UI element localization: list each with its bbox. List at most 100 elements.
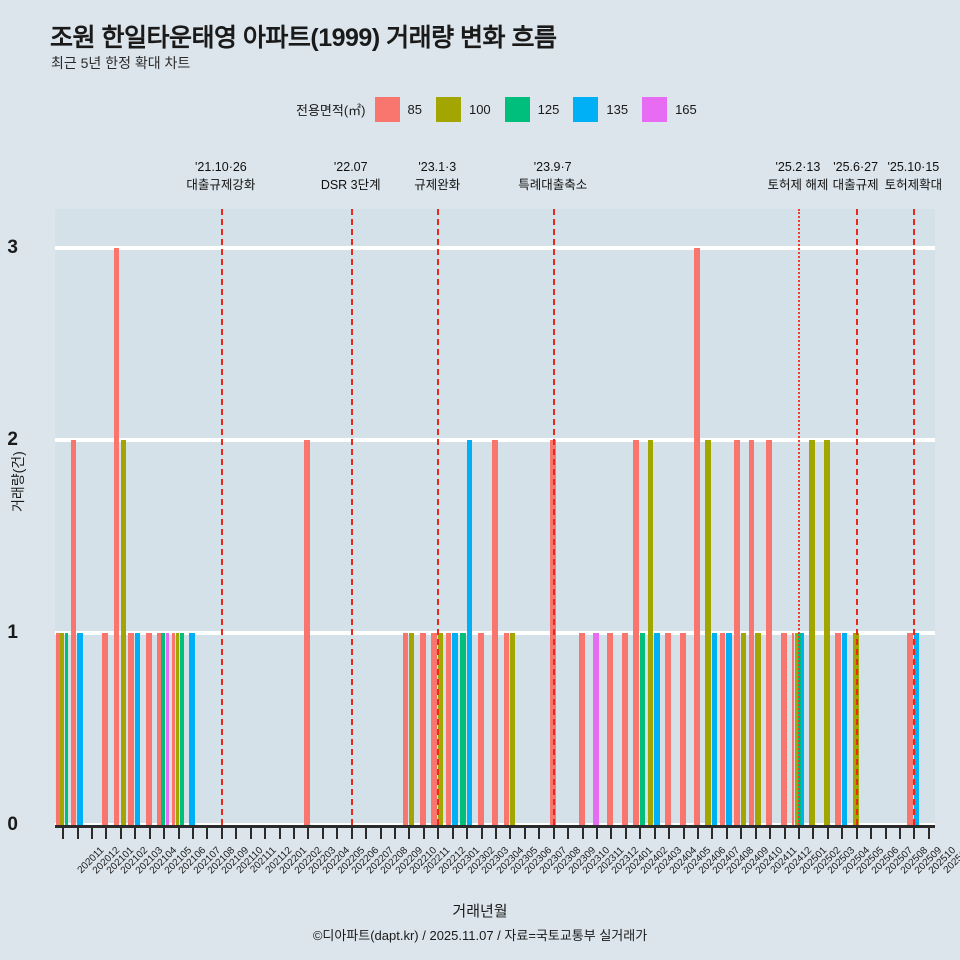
bar-202303-135[interactable] — [466, 440, 473, 825]
annotation-label-202110: 대출규제강화 — [186, 178, 256, 193]
bar-202011-100[interactable] — [60, 632, 64, 825]
x-tick-202205 — [321, 828, 324, 839]
bar-202302-85[interactable] — [445, 632, 452, 825]
bar-202104-135[interactable] — [134, 632, 141, 825]
bar-202211-100[interactable] — [409, 632, 415, 825]
bar-202306-85[interactable] — [503, 632, 509, 825]
x-tick-202309 — [552, 828, 555, 839]
bar-202403-85[interactable] — [633, 440, 639, 825]
legend-label-85: 85 — [407, 102, 422, 117]
x-tick-202311 — [581, 828, 584, 839]
bar-202312-165[interactable] — [592, 632, 599, 825]
x-tick-202410 — [740, 828, 743, 839]
bar-202107-125[interactable] — [180, 632, 184, 825]
bar-202404-100[interactable] — [647, 440, 654, 825]
x-tick-202304 — [480, 828, 483, 839]
bar-202102-85[interactable] — [102, 632, 109, 825]
x-tick-202012 — [76, 828, 79, 839]
bar-202211-85[interactable] — [402, 632, 408, 825]
bar-202107-100[interactable] — [175, 632, 180, 825]
bar-202505-85[interactable] — [835, 632, 841, 825]
bar-202502-135[interactable] — [801, 632, 805, 825]
annotation-label-202510: 토허제확대 — [884, 178, 943, 193]
bar-202301-85[interactable] — [431, 632, 437, 825]
legend-item-85[interactable]: 85 — [374, 97, 432, 122]
bar-202412-85[interactable] — [766, 440, 773, 825]
bar-202503-100[interactable] — [809, 440, 816, 825]
bar-202012-135[interactable] — [77, 632, 83, 825]
bar-202103-85[interactable] — [114, 247, 120, 825]
bar-202409-135[interactable] — [726, 632, 732, 825]
bar-202105-85[interactable] — [145, 632, 152, 825]
bar-202411-100[interactable] — [755, 632, 761, 825]
bar-202408-100[interactable] — [705, 440, 711, 825]
x-tick-202108 — [192, 828, 195, 839]
x-tick-202507 — [870, 828, 873, 839]
legend-swatch-135 — [573, 97, 599, 122]
bar-202501-85[interactable] — [780, 632, 787, 825]
legend-item-125[interactable]: 125 — [504, 97, 570, 122]
x-tick-202408 — [711, 828, 714, 839]
x-tick-202109 — [206, 828, 209, 839]
x-tick-202103 — [119, 828, 122, 839]
bar-202103-100[interactable] — [120, 440, 126, 825]
bar-202303-125[interactable] — [460, 632, 466, 825]
annotation-date-202110: '21.10·26 — [195, 160, 247, 174]
legend-label-135: 135 — [606, 102, 629, 117]
bar-202108-135[interactable] — [189, 632, 196, 825]
bar-202407-85[interactable] — [693, 247, 700, 825]
x-tick-202407 — [696, 828, 699, 839]
event-line-202506 — [855, 209, 858, 825]
x-tick-202503 — [812, 828, 815, 839]
bar-202402-85[interactable] — [621, 632, 628, 825]
bar-202410-85[interactable] — [734, 440, 740, 825]
bar-202306-100[interactable] — [510, 632, 516, 825]
bar-202504-100[interactable] — [823, 440, 830, 825]
x-tick-202310 — [567, 828, 570, 839]
x-tick-202406 — [682, 828, 685, 839]
bar-202305-85[interactable] — [492, 440, 498, 825]
bar-202104-85[interactable] — [128, 632, 134, 825]
bar-202302-135[interactable] — [452, 632, 458, 825]
bar-202301-100[interactable] — [437, 632, 444, 825]
x-tick-202111 — [235, 828, 238, 839]
bar-202107-85[interactable] — [171, 632, 176, 825]
annotation-202301: '23.1·3 규제완화 — [414, 158, 460, 194]
event-line-202309 — [552, 209, 555, 825]
x-tick-202508 — [884, 828, 887, 839]
bar-202106-85[interactable] — [157, 632, 161, 825]
bar-202505-135[interactable] — [841, 632, 848, 825]
bar-202311-85[interactable] — [578, 632, 585, 825]
bar-202012-85[interactable] — [70, 440, 77, 825]
bar-202204-85[interactable] — [304, 440, 311, 825]
bar-202212-85[interactable] — [419, 632, 426, 825]
bar-202405-85[interactable] — [665, 632, 672, 825]
bar-202510-135[interactable] — [913, 632, 920, 825]
bar-202408-135[interactable] — [711, 632, 718, 825]
x-tick-202306 — [509, 828, 512, 839]
bar-202403-125[interactable] — [639, 632, 646, 825]
legend-item-100[interactable]: 100 — [435, 97, 501, 122]
bar-202406-85[interactable] — [679, 632, 686, 825]
bar-202502-85[interactable] — [791, 632, 795, 825]
bar-202411-85[interactable] — [748, 440, 755, 825]
bar-202410-100[interactable] — [740, 632, 747, 825]
legend-label-125: 125 — [537, 102, 560, 117]
legend-swatch-85 — [374, 97, 400, 122]
legend-item-135[interactable]: 135 — [573, 97, 638, 122]
bar-202011-85[interactable] — [56, 632, 60, 825]
legend-item-165[interactable]: 165 — [642, 97, 707, 122]
bar-202401-85[interactable] — [607, 632, 614, 825]
annotation-label-202502: 토허제 해제 — [767, 178, 829, 193]
bar-202011-125[interactable] — [64, 632, 69, 825]
legend-swatch-165 — [642, 97, 668, 122]
bar-202304-85[interactable] — [477, 632, 484, 825]
bar-202409-85[interactable] — [719, 632, 726, 825]
bar-202404-135[interactable] — [654, 632, 660, 825]
bar-202510-85[interactable] — [907, 632, 913, 825]
bar-202502-100[interactable] — [794, 632, 798, 825]
bar-202106-125[interactable] — [161, 632, 165, 825]
page-subtitle: 최근 5년 한정 확대 차트 — [51, 55, 191, 71]
bar-202106-165[interactable] — [165, 632, 170, 825]
x-tick-202411 — [754, 828, 757, 839]
